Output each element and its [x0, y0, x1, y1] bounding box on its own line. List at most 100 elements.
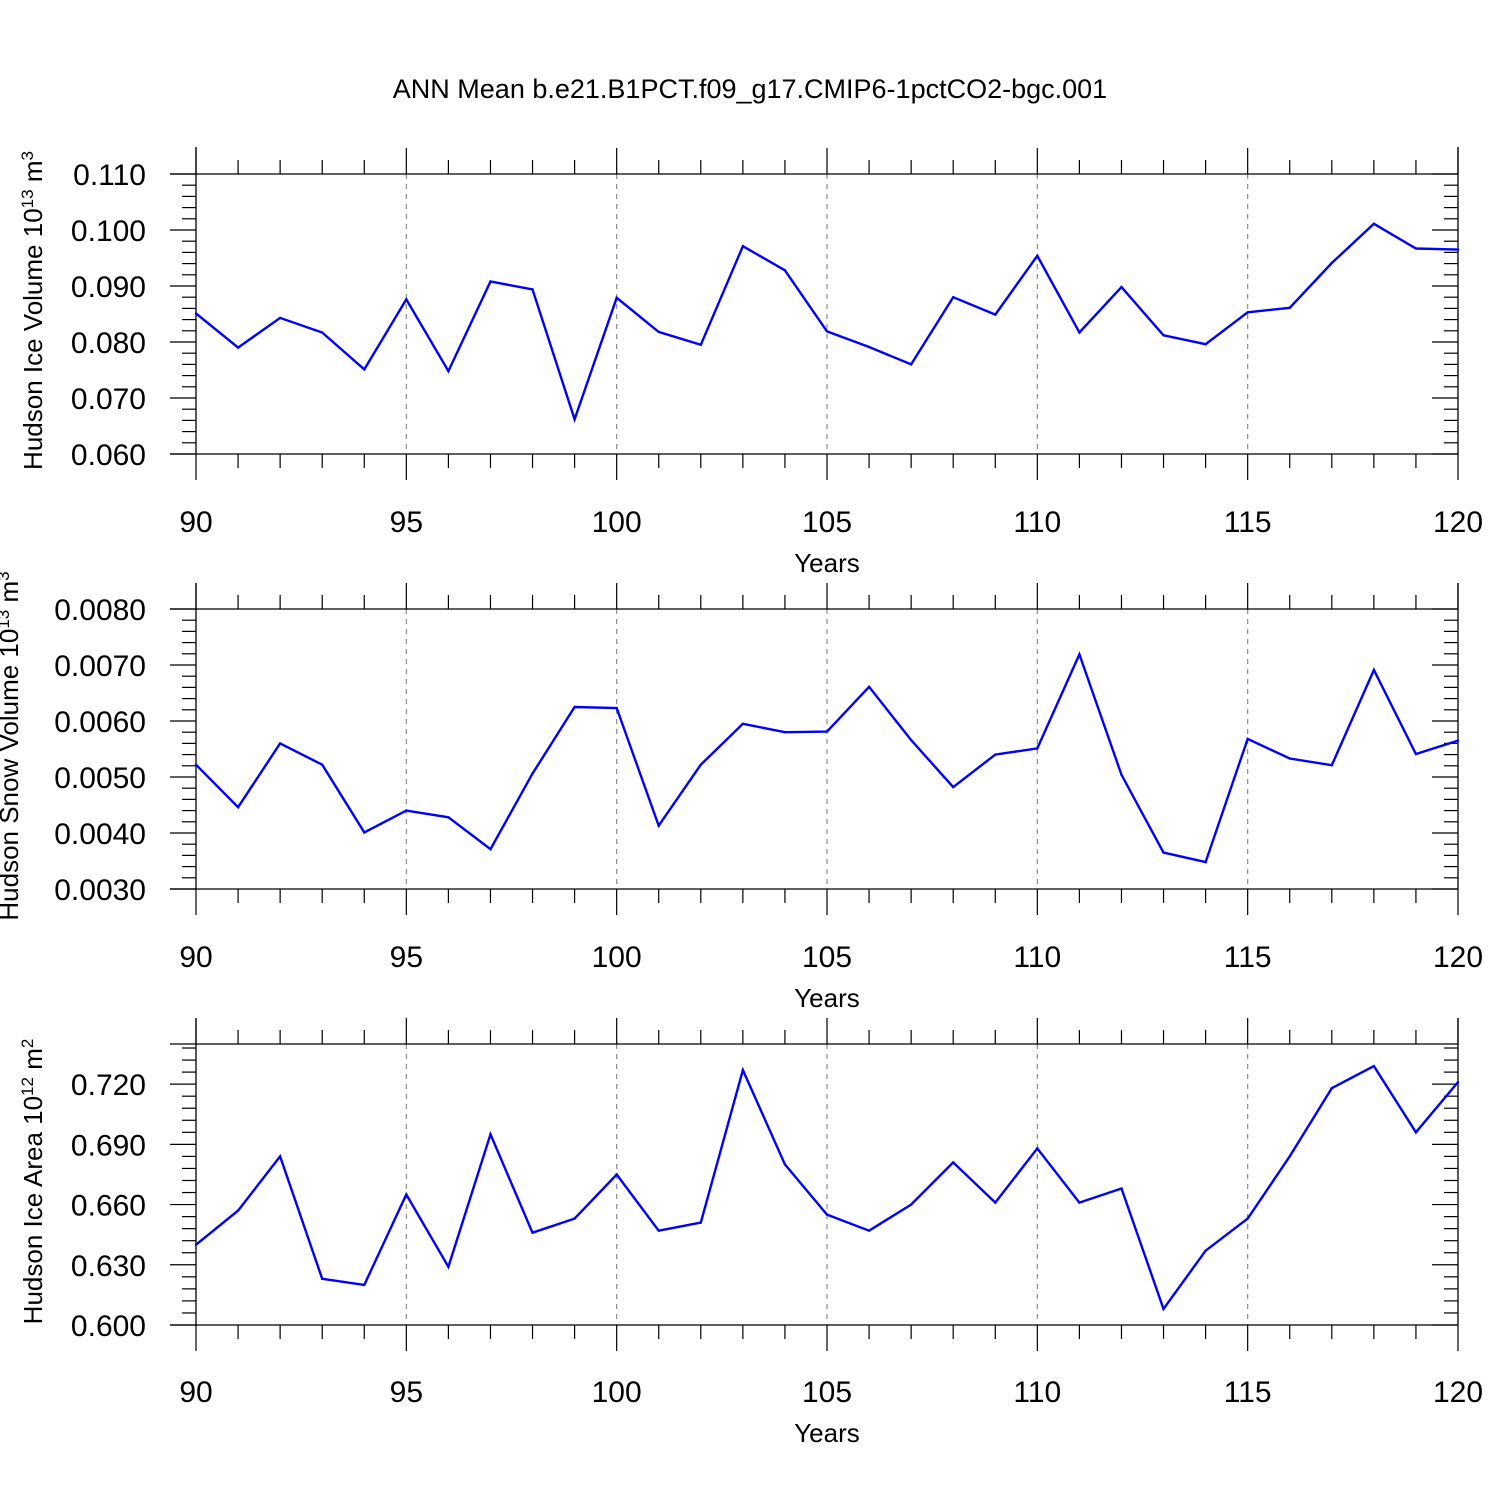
data-point-115	[1246, 737, 1249, 741]
data-point-103	[741, 722, 745, 725]
data-point-95	[405, 298, 408, 301]
panel-hudson-ice-area: 0.600 0.630 0.660 0.690 0.720 90 95 100 105 110 11…	[18, 1018, 1483, 1448]
data-point-110	[1036, 254, 1039, 257]
data-point-114	[1204, 860, 1207, 864]
data-point-110	[1036, 1147, 1039, 1150]
data-point-96	[447, 1265, 450, 1268]
data-point-110	[1036, 747, 1039, 750]
y-tick-label: 0.0080	[54, 594, 146, 627]
data-point-109	[994, 313, 997, 316]
data-point-118	[1372, 222, 1376, 226]
y-axis-title-part: m	[18, 161, 48, 190]
y-tick-label: 0.070	[71, 383, 146, 416]
data-point-116	[1288, 1155, 1291, 1158]
data-point-105	[825, 1213, 829, 1216]
y-tick-label: 0.0070	[54, 650, 146, 683]
data-point-94	[363, 831, 366, 834]
data-point-92	[278, 316, 282, 320]
data-point-106	[867, 1229, 871, 1232]
y-axis-title-superscript: 3	[0, 571, 13, 580]
data-point-101	[657, 1229, 660, 1232]
data-point-111	[1078, 331, 1081, 334]
data-point-100	[615, 1173, 618, 1176]
data-point-118	[1372, 668, 1376, 672]
data-point-106	[867, 345, 871, 349]
x-tick-label: 115	[1224, 941, 1272, 974]
y-axis-title-superscript: 12	[18, 1077, 37, 1096]
data-point-102	[699, 763, 702, 766]
data-point-118	[1372, 1064, 1376, 1068]
x-tick-label: 90	[179, 941, 212, 974]
data-point-112	[1120, 773, 1123, 776]
data-point-91	[236, 806, 240, 809]
data-point-115	[1246, 311, 1249, 314]
y-axis-title-superscript: 2	[18, 1039, 37, 1048]
data-point-120	[1456, 1080, 1460, 1084]
data-point-113	[1162, 851, 1165, 854]
data-point-105	[825, 730, 829, 733]
data-point-100	[615, 296, 618, 299]
y-axis-title: Hudson Ice Area 1012 m2	[18, 1039, 48, 1325]
y-tick-label: 0.660	[71, 1190, 146, 1223]
data-point-96	[447, 816, 450, 819]
data-point-98	[531, 288, 534, 291]
x-tick-label: 105	[802, 1376, 852, 1409]
x-tick-label: 100	[592, 1376, 642, 1409]
data-point-117	[1330, 261, 1334, 265]
y-axis-title-superscript: 13	[18, 189, 37, 208]
y-axis-title-part: Hudson Snow Volume 10	[0, 629, 24, 921]
data-point-93	[321, 1277, 324, 1281]
data-point-91	[236, 346, 240, 349]
data-point-94	[363, 1283, 366, 1287]
x-tick-label: 105	[802, 941, 852, 974]
data-point-107	[909, 1203, 913, 1206]
data-point-99	[573, 1217, 576, 1220]
data-point-108	[952, 785, 955, 789]
x-tick-label: 95	[390, 1376, 423, 1409]
data-point-108	[952, 1161, 955, 1164]
data-point-105	[825, 330, 829, 333]
data-point-113	[1162, 334, 1165, 337]
data-point-97	[489, 280, 492, 283]
data-point-98	[531, 1231, 534, 1234]
data-point-93	[321, 331, 324, 334]
y-tick-label: 0.0050	[54, 762, 146, 795]
x-tick-label: 120	[1433, 941, 1483, 974]
x-tick-label: 90	[179, 506, 212, 539]
figure-title: ANN Mean b.e21.B1PCT.f09_g17.CMIP6-1pctC…	[392, 74, 1108, 104]
y-tick-label: 0.0030	[54, 874, 146, 907]
y-tick-label: 0.090	[71, 271, 146, 304]
y-axis-title-part: m	[18, 1048, 48, 1077]
y-axis-title-part: Hudson Ice Volume 10	[18, 208, 48, 470]
data-point-92	[278, 742, 282, 745]
data-point-103	[741, 1068, 745, 1072]
x-tick-label: 100	[592, 506, 642, 539]
y-axis-title-part: Hudson Ice Area 10	[18, 1096, 48, 1324]
data-point-120	[1456, 739, 1460, 742]
data-point-104	[783, 731, 787, 734]
y-tick-label: 0.0040	[54, 818, 146, 851]
data-point-104	[783, 1163, 787, 1166]
x-tick-label: 115	[1224, 1376, 1272, 1409]
data-point-115	[1246, 1217, 1249, 1220]
data-point-120	[1456, 248, 1460, 251]
data-point-111	[1078, 653, 1081, 656]
data-point-94	[363, 368, 366, 371]
y-axis-title-superscript: 13	[0, 610, 13, 629]
x-tick-label: 95	[390, 506, 423, 539]
y-tick-label: 0.690	[71, 1129, 146, 1162]
data-point-116	[1288, 306, 1291, 310]
data-point-90	[194, 763, 198, 766]
y-tick-label: 0.060	[71, 439, 146, 472]
data-point-117	[1330, 764, 1334, 767]
data-point-91	[236, 1209, 240, 1212]
x-tick-label: 120	[1433, 1376, 1483, 1409]
data-point-119	[1414, 752, 1418, 756]
y-tick-label: 0.720	[71, 1069, 146, 1102]
data-point-98	[531, 772, 534, 775]
data-point-93	[321, 763, 324, 766]
data-point-111	[1078, 1201, 1081, 1204]
data-point-116	[1288, 757, 1291, 760]
data-point-119	[1414, 247, 1418, 250]
